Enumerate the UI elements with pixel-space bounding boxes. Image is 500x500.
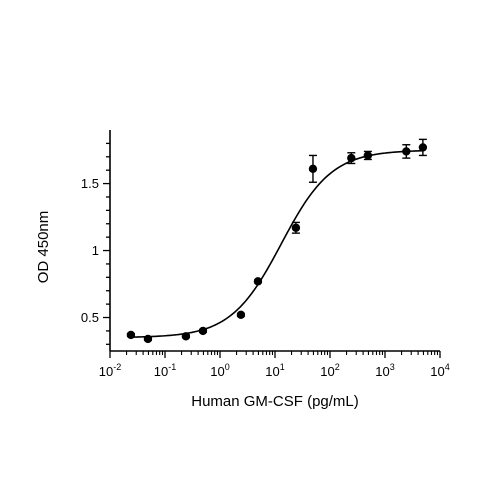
data-marker [143, 334, 153, 344]
data-point [143, 334, 153, 344]
data-marker [198, 326, 208, 336]
data-marker [236, 310, 246, 320]
data-marker [291, 223, 301, 232]
data-point [253, 277, 263, 286]
data-point [347, 152, 356, 165]
data-point [363, 150, 373, 161]
x-axis-title: Human GM-CSF (pg/mL) [191, 393, 359, 410]
x-tick-label: 10-1 [154, 362, 176, 379]
data-point [236, 310, 246, 320]
data-point [198, 326, 208, 336]
x-tick-label: 101 [265, 362, 284, 379]
data-marker [418, 143, 428, 152]
data-marker [181, 332, 191, 341]
x-tick-label: 10-2 [99, 362, 121, 379]
data-marker [363, 151, 373, 160]
data-points [126, 138, 428, 344]
x-tick-label: 100 [210, 362, 229, 379]
data-marker [126, 330, 136, 340]
data-point [418, 138, 428, 157]
data-point [308, 154, 318, 183]
data-marker [253, 277, 263, 286]
data-point [291, 221, 301, 234]
data-point [402, 144, 411, 159]
axes: 0.5 1 1.5 10-2 10-1 100 101 102 103 104 [81, 130, 450, 379]
data-marker [347, 153, 356, 163]
data-point [126, 330, 136, 340]
data-marker [402, 147, 411, 156]
x-tick-label: 102 [320, 362, 339, 379]
fit-curve [130, 149, 423, 338]
x-tick-label: 104 [430, 362, 449, 379]
y-tick-label: 1 [92, 243, 99, 258]
y-axis-title: OD 450nm [35, 211, 52, 284]
data-marker [308, 164, 318, 174]
y-tick-label: 0.5 [81, 310, 99, 325]
y-tick-label: 1.5 [81, 176, 99, 191]
x-tick-label: 103 [375, 362, 394, 379]
data-point [181, 332, 191, 341]
